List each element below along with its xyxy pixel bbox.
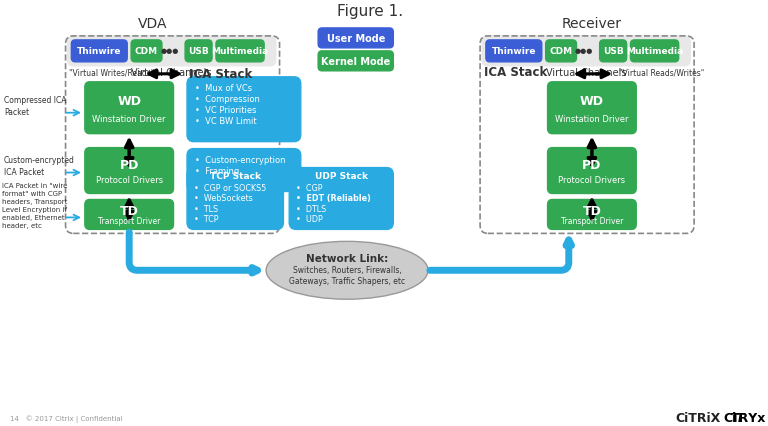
Text: Custom-encrypted
ICA Packet: Custom-encrypted ICA Packet bbox=[4, 156, 74, 176]
Text: CDM: CDM bbox=[549, 47, 573, 56]
Text: •  VC Priorities: • VC Priorities bbox=[195, 106, 257, 115]
Text: Transport Driver: Transport Driver bbox=[561, 216, 623, 225]
Text: Virtual Channels: Virtual Channels bbox=[546, 68, 627, 78]
Text: Winstation Driver: Winstation Driver bbox=[555, 114, 629, 123]
Text: CDM: CDM bbox=[135, 47, 158, 56]
Text: WD: WD bbox=[580, 95, 604, 108]
Text: WD: WD bbox=[118, 95, 141, 108]
Text: USB: USB bbox=[603, 47, 624, 56]
Text: ●●●: ●●● bbox=[575, 48, 594, 54]
Ellipse shape bbox=[266, 242, 428, 299]
FancyBboxPatch shape bbox=[631, 41, 679, 63]
Text: Receiver: Receiver bbox=[562, 17, 622, 31]
Text: TCP Stack: TCP Stack bbox=[210, 172, 260, 181]
Text: Virtual Channels: Virtual Channels bbox=[131, 68, 212, 78]
FancyBboxPatch shape bbox=[84, 200, 174, 230]
Text: •  CGP: • CGP bbox=[296, 184, 323, 193]
FancyBboxPatch shape bbox=[187, 149, 301, 192]
Text: 14   © 2017 Citrix | Confidential: 14 © 2017 Citrix | Confidential bbox=[10, 414, 122, 422]
FancyBboxPatch shape bbox=[482, 37, 690, 67]
Text: •  UDP: • UDP bbox=[296, 215, 323, 224]
Text: •  CGP or SOCKS5: • CGP or SOCKS5 bbox=[194, 184, 266, 193]
Text: T: T bbox=[736, 412, 744, 424]
Text: •  DTLS: • DTLS bbox=[296, 204, 326, 213]
Text: •  WebSockets: • WebSockets bbox=[194, 194, 253, 203]
FancyBboxPatch shape bbox=[318, 29, 393, 49]
Text: "Virtual Reads/Writes": "Virtual Reads/Writes" bbox=[619, 68, 704, 77]
Text: Thinwire: Thinwire bbox=[492, 47, 536, 56]
Text: PD: PD bbox=[120, 159, 139, 172]
FancyBboxPatch shape bbox=[84, 83, 174, 134]
Text: Protocol Drivers: Protocol Drivers bbox=[96, 176, 163, 185]
Text: •  VC BW Limit: • VC BW Limit bbox=[195, 117, 257, 126]
FancyBboxPatch shape bbox=[600, 41, 627, 63]
FancyBboxPatch shape bbox=[187, 168, 283, 230]
FancyBboxPatch shape bbox=[216, 41, 264, 63]
Text: Multimedia: Multimedia bbox=[626, 47, 684, 56]
Text: ICA Packet in "wire
format" with CGP
headers, Transport
Level Encryption if
enab: ICA Packet in "wire format" with CGP hea… bbox=[2, 183, 68, 229]
Text: VDA: VDA bbox=[137, 17, 167, 31]
FancyBboxPatch shape bbox=[548, 83, 636, 134]
Text: TRҮx: TRҮx bbox=[730, 412, 766, 424]
Text: •  EDT (Reliable): • EDT (Reliable) bbox=[296, 194, 371, 203]
Text: Compressed ICA
Packet: Compressed ICA Packet bbox=[4, 96, 66, 117]
Text: Kernel Mode: Kernel Mode bbox=[321, 57, 390, 67]
FancyBboxPatch shape bbox=[290, 168, 393, 230]
Text: Figure 1.: Figure 1. bbox=[337, 4, 403, 20]
Text: Multimedia: Multimedia bbox=[211, 47, 269, 56]
Text: Gateways, Traffic Shapers, etc: Gateways, Traffic Shapers, etc bbox=[289, 276, 405, 285]
Text: Ci: Ci bbox=[723, 412, 737, 424]
Text: Switches, Routers, Firewalls,: Switches, Routers, Firewalls, bbox=[293, 265, 402, 274]
Text: UDP Stack: UDP Stack bbox=[315, 172, 368, 181]
Text: ICA Stack: ICA Stack bbox=[484, 66, 547, 79]
FancyBboxPatch shape bbox=[486, 41, 541, 63]
Text: •  Compression: • Compression bbox=[195, 95, 260, 104]
Text: Protocol Drivers: Protocol Drivers bbox=[558, 176, 625, 185]
Text: Thinwire: Thinwire bbox=[77, 47, 121, 56]
FancyBboxPatch shape bbox=[545, 41, 577, 63]
FancyBboxPatch shape bbox=[71, 41, 127, 63]
Text: "Virtual Writes/Reads": "Virtual Writes/Reads" bbox=[69, 68, 154, 77]
Text: Network Link:: Network Link: bbox=[306, 254, 388, 264]
FancyBboxPatch shape bbox=[318, 52, 393, 72]
Text: •  Framing: • Framing bbox=[195, 167, 239, 176]
Text: USB: USB bbox=[188, 47, 209, 56]
Text: Winstation Driver: Winstation Driver bbox=[92, 114, 166, 123]
FancyBboxPatch shape bbox=[548, 148, 636, 194]
Text: TD: TD bbox=[582, 204, 601, 218]
Text: ●●●: ●●● bbox=[161, 48, 179, 54]
Text: •  Custom-encryption: • Custom-encryption bbox=[195, 156, 285, 165]
FancyBboxPatch shape bbox=[185, 41, 212, 63]
Text: •  TLS: • TLS bbox=[194, 204, 218, 213]
FancyBboxPatch shape bbox=[187, 78, 301, 142]
FancyBboxPatch shape bbox=[131, 41, 162, 63]
FancyBboxPatch shape bbox=[68, 37, 276, 67]
Text: TD: TD bbox=[120, 204, 138, 218]
Text: User Mode: User Mode bbox=[326, 34, 385, 44]
Text: Transport Driver: Transport Driver bbox=[98, 216, 161, 225]
Text: •  Mux of VCs: • Mux of VCs bbox=[195, 84, 252, 93]
Text: PD: PD bbox=[582, 159, 601, 172]
FancyBboxPatch shape bbox=[548, 200, 636, 230]
FancyBboxPatch shape bbox=[84, 148, 174, 194]
Text: •  TCP: • TCP bbox=[194, 215, 218, 224]
Text: CiTRiX: CiTRiX bbox=[676, 412, 721, 424]
Text: ICA Stack: ICA Stack bbox=[189, 68, 252, 81]
